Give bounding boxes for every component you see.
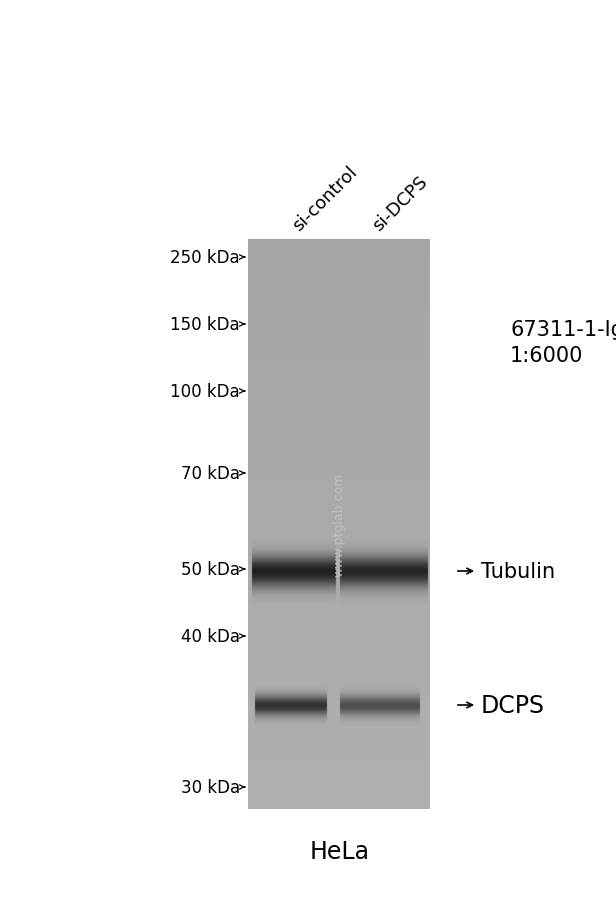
Text: HeLa: HeLa — [310, 839, 370, 863]
Text: 150 kDa: 150 kDa — [171, 316, 240, 334]
Text: Tubulin: Tubulin — [481, 561, 555, 582]
Text: 250 kDa: 250 kDa — [171, 249, 240, 267]
Text: 100 kDa: 100 kDa — [171, 382, 240, 400]
Text: www.ptglab.com: www.ptglab.com — [333, 473, 346, 576]
Text: 67311-1-Ig
1:6000: 67311-1-Ig 1:6000 — [510, 319, 616, 366]
Text: 50 kDa: 50 kDa — [181, 560, 240, 578]
Text: si-DCPS: si-DCPS — [369, 173, 431, 235]
Text: 40 kDa: 40 kDa — [181, 627, 240, 645]
Text: si-control: si-control — [290, 163, 361, 235]
Text: 30 kDa: 30 kDa — [181, 778, 240, 796]
Text: DCPS: DCPS — [481, 694, 545, 717]
Text: 70 kDa: 70 kDa — [181, 465, 240, 483]
